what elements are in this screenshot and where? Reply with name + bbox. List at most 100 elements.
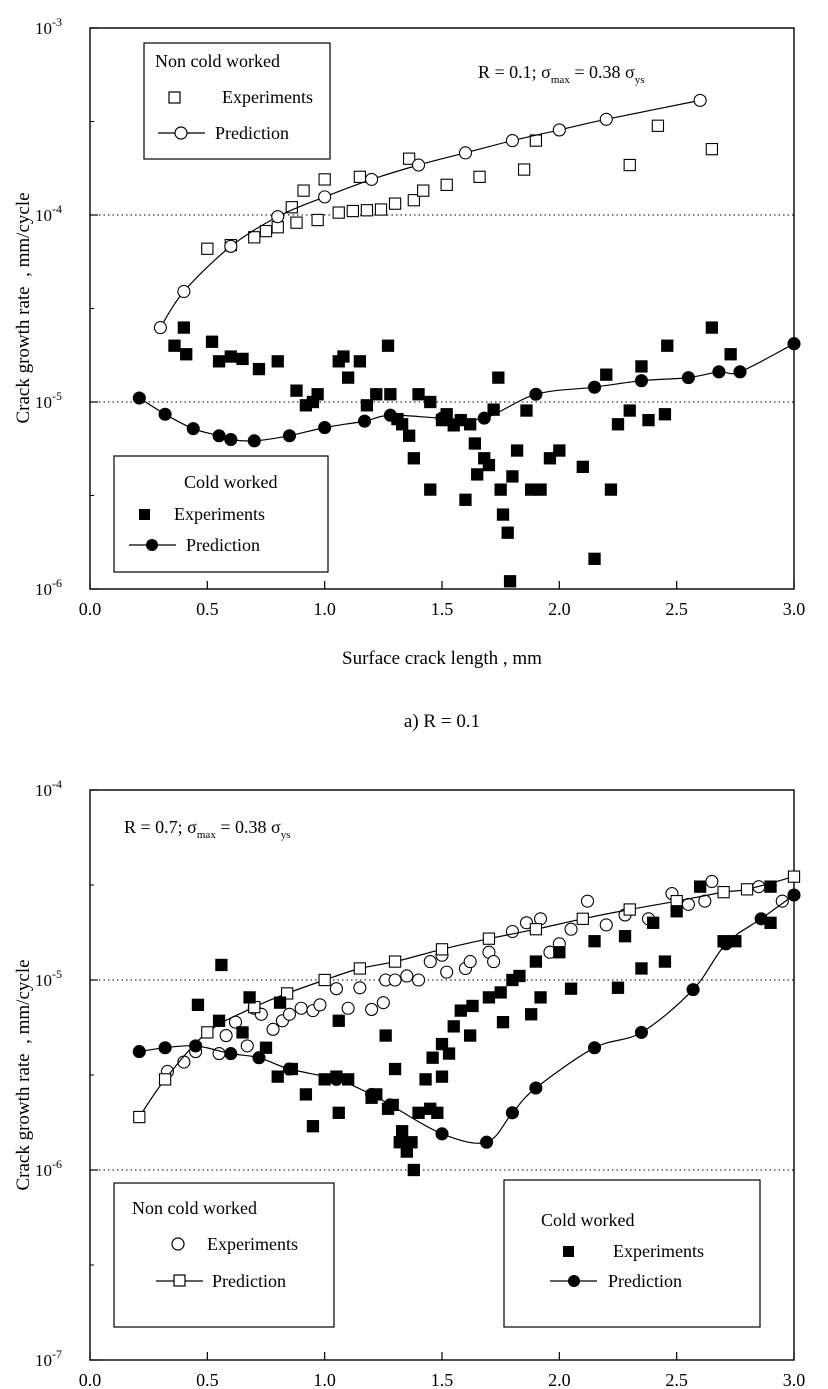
cold-worked-experiments-point: [395, 1125, 409, 1138]
cold-worked-prediction-point: [719, 937, 733, 951]
cold-worked-experiments-point: [724, 348, 737, 361]
non-cold-worked-prediction-point: [529, 923, 543, 936]
non-cold-worked-experiments-point: [346, 204, 359, 218]
cold-worked-experiments-point: [435, 1037, 449, 1051]
non-cold-worked-experiments-point: [463, 955, 477, 969]
cold-worked-experiments-point: [492, 371, 505, 384]
y-tick-label: 10-5: [35, 967, 62, 990]
non-cold-worked-prediction-point: [693, 93, 707, 107]
non-cold-worked-prediction-point: [201, 1026, 214, 1039]
cold-worked-prediction-point: [383, 1098, 397, 1112]
x-tick-label: 3.0: [783, 1370, 806, 1389]
cold-worked-experiments-point: [564, 982, 578, 995]
cold-worked-experiments-point: [419, 1073, 432, 1086]
non-cold-worked-experiments-point: [365, 1002, 379, 1016]
legend-label: Experiments: [222, 87, 313, 107]
cold-worked-experiments-point: [306, 1120, 320, 1133]
non-cold-worked-experiments-point: [297, 184, 310, 197]
series-cold-worked-experiments: [168, 321, 737, 588]
x-tick-label: 0.5: [196, 1370, 219, 1389]
cold-worked-experiments-point: [271, 355, 284, 368]
cold-worked-prediction-point: [477, 411, 491, 425]
non-cold-worked-experiments-point: [580, 894, 595, 908]
cold-worked-experiments-point: [487, 403, 500, 416]
legend-label: Prediction: [186, 535, 260, 555]
cold-worked-experiments-point: [259, 1041, 273, 1054]
cold-worked-experiments-point: [506, 470, 519, 483]
y-tick-label: 10-6: [35, 576, 62, 599]
cold-worked-experiments-point: [658, 408, 672, 421]
x-axis: 0.0 0.5 1.0 1.5 2.0 2.5 3.0: [79, 1352, 806, 1389]
non-cold-worked-experiments-point: [311, 213, 324, 227]
cold-worked-prediction-point: [329, 1072, 343, 1086]
cold-worked-prediction-point: [681, 371, 695, 385]
cold-worked-prediction-point: [505, 1106, 519, 1120]
cold-worked-experiments-point: [464, 1029, 477, 1042]
cold-worked-prediction-point: [529, 387, 543, 401]
cold-worked-experiments-point: [534, 483, 547, 496]
cold-worked-experiments-point: [332, 1106, 345, 1119]
cold-worked-experiments-point: [468, 437, 482, 450]
cold-worked-prediction-point: [189, 1039, 203, 1053]
cold-worked-experiments-point: [311, 388, 324, 401]
cold-worked-experiments-point: [252, 362, 266, 376]
cold-worked-experiments-point: [520, 404, 533, 417]
non-cold-worked-experiments-point: [313, 998, 327, 1012]
cold-worked-experiments-point: [510, 444, 524, 457]
non-cold-worked-prediction-point: [552, 123, 566, 137]
cold-worked-experiments-point: [224, 350, 237, 363]
cold-worked-experiments-point: [543, 452, 557, 465]
legend-marker: [563, 1246, 574, 1257]
cold-worked-experiments-point: [341, 371, 355, 384]
cold-worked-experiments-point: [212, 1014, 226, 1027]
cold-worked-experiments-point: [384, 388, 397, 401]
cold-worked-experiments-point: [424, 395, 437, 409]
non-cold-worked-prediction-point: [153, 321, 167, 335]
cold-worked-experiments-point: [513, 969, 526, 983]
non-cold-worked-experiments-point: [360, 204, 374, 217]
cold-worked-experiments-point: [604, 483, 618, 496]
cold-worked-experiments-point: [442, 1047, 456, 1060]
non-cold-worked-prediction-point: [318, 190, 332, 204]
legend-label: Experiments: [207, 1234, 298, 1254]
non-cold-worked-experiments-point: [388, 197, 402, 210]
series-non-cold-worked-experiments: [160, 874, 789, 1079]
legend-label: Experiments: [613, 1241, 704, 1261]
cold-worked-prediction-point: [318, 421, 332, 435]
y-axis-label: Crack growth rate , mm/cycle: [13, 959, 34, 1190]
cold-worked-experiments-point: [611, 418, 625, 431]
cold-worked-experiments-point: [459, 493, 472, 506]
legend-marker: [568, 1275, 580, 1287]
cold-worked-prediction-point: [224, 432, 238, 447]
cold-worked-experiments-point: [337, 350, 350, 363]
cold-worked-experiments-point: [273, 996, 287, 1009]
cold-worked-experiments-point: [447, 1020, 460, 1033]
cold-worked-experiments-point: [482, 458, 496, 472]
cold-worked-prediction-point: [634, 1025, 649, 1039]
cold-worked-experiments-point: [693, 880, 707, 893]
legend-marker: [174, 126, 188, 140]
non-cold-worked-prediction-point: [576, 912, 589, 925]
x-tick-label: 1.5: [431, 1370, 454, 1389]
cold-worked-experiments-point: [360, 399, 374, 412]
cold-worked-experiments-point: [215, 958, 228, 972]
non-cold-worked-prediction-point: [158, 1073, 172, 1086]
y-axis: 10-6 10-5 10-4 10-3: [35, 15, 98, 599]
cold-worked-experiments-point: [290, 384, 303, 397]
legend-marker: [168, 91, 181, 104]
cold-worked-prediction-point: [158, 407, 172, 421]
cold-worked-experiments-point: [243, 991, 256, 1004]
cold-worked-experiments-point: [534, 991, 547, 1004]
cold-worked-experiments-point: [635, 360, 648, 373]
cold-worked-experiments-point: [426, 1051, 439, 1064]
non-cold-worked-experiments-point: [266, 1022, 280, 1036]
non-cold-worked-experiments-point: [201, 242, 214, 255]
legend-marker: [139, 509, 150, 520]
cold-worked-prediction-point: [158, 1041, 172, 1055]
x-tick-label: 0.0: [79, 599, 102, 619]
cold-worked-experiments-point: [424, 483, 437, 496]
cold-worked-experiments-point: [236, 352, 249, 366]
x-axis-label: Surface crack length , mm: [342, 648, 542, 669]
cold-worked-prediction-point: [435, 1127, 449, 1141]
